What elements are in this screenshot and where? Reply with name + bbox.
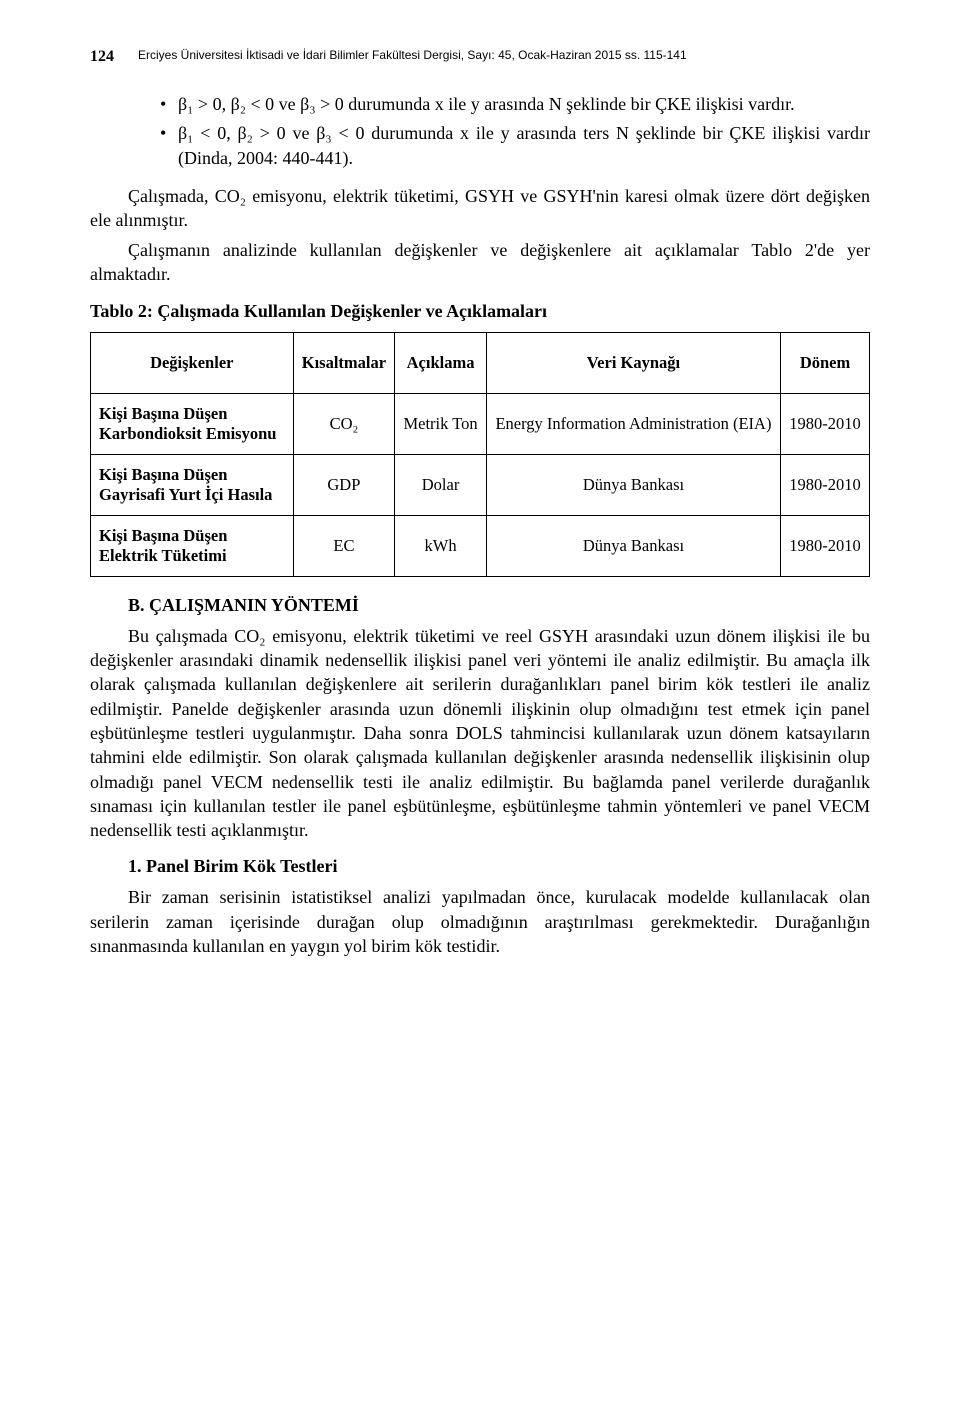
table-header-cell: Kısaltmalar xyxy=(293,332,395,393)
journal-title: Erciyes Üniversitesi İktisadi ve İdari B… xyxy=(138,48,870,62)
table-caption: Tablo 2: Çalışmada Kullanılan Değişkenle… xyxy=(90,301,870,322)
table-header-cell: Dönem xyxy=(781,332,870,393)
variables-table: Değişkenler Kısaltmalar Açıklama Veri Ka… xyxy=(90,332,870,577)
page-header: 124 Erciyes Üniversitesi İktisadi ve İda… xyxy=(90,48,870,66)
table-header-cell: Değişkenler xyxy=(91,332,294,393)
paragraph: Bu çalışmada CO₂ emisyonu, elektrik tüke… xyxy=(90,624,870,843)
paragraph: Çalışmanın analizinde kullanılan değişke… xyxy=(90,238,870,287)
table-cell: Dolar xyxy=(395,454,487,515)
table-header-cell: Veri Kaynağı xyxy=(486,332,780,393)
table-cell: Energy Information Administration (EIA) xyxy=(486,393,780,454)
table-row: Kişi Başına Düşen Elektrik Tüketimi EC k… xyxy=(91,515,870,576)
section-heading-b: B. ÇALIŞMANIN YÖNTEMİ xyxy=(128,595,870,616)
bullet-item: β₁ < 0, β₂ > 0 ve β₃ < 0 durumunda x ile… xyxy=(160,121,870,171)
table-cell: 1980-2010 xyxy=(781,393,870,454)
table-cell: 1980-2010 xyxy=(781,515,870,576)
table-row: Kişi Başına Düşen Karbondioksit Emisyonu… xyxy=(91,393,870,454)
table-cell: Kişi Başına Düşen Karbondioksit Emisyonu xyxy=(91,393,294,454)
table-cell: Kişi Başına Düşen Gayrisafi Yurt İçi Has… xyxy=(91,454,294,515)
table-cell: CO₂ xyxy=(293,393,395,454)
section-heading-1: 1. Panel Birim Kök Testleri xyxy=(128,856,870,877)
table-cell: EC xyxy=(293,515,395,576)
table-row: Kişi Başına Düşen Gayrisafi Yurt İçi Has… xyxy=(91,454,870,515)
table-cell: 1980-2010 xyxy=(781,454,870,515)
table-cell: Kişi Başına Düşen Elektrik Tüketimi xyxy=(91,515,294,576)
paragraph: Çalışmada, CO₂ emisyonu, elektrik tüketi… xyxy=(90,184,870,233)
table-cell: GDP xyxy=(293,454,395,515)
page-number: 124 xyxy=(90,48,114,66)
bullet-list: β₁ > 0, β₂ < 0 ve β₃ > 0 durumunda x ile… xyxy=(90,92,870,172)
table-cell: Metrik Ton xyxy=(395,393,487,454)
table-cell: Dünya Bankası xyxy=(486,454,780,515)
bullet-item: β₁ > 0, β₂ < 0 ve β₃ > 0 durumunda x ile… xyxy=(160,92,870,117)
table-cell: Dünya Bankası xyxy=(486,515,780,576)
paragraph: Bir zaman serisinin istatistiksel analiz… xyxy=(90,885,870,958)
page-container: 124 Erciyes Üniversitesi İktisadi ve İda… xyxy=(0,0,960,1024)
table-header-cell: Açıklama xyxy=(395,332,487,393)
table-header-row: Değişkenler Kısaltmalar Açıklama Veri Ka… xyxy=(91,332,870,393)
table-cell: kWh xyxy=(395,515,487,576)
